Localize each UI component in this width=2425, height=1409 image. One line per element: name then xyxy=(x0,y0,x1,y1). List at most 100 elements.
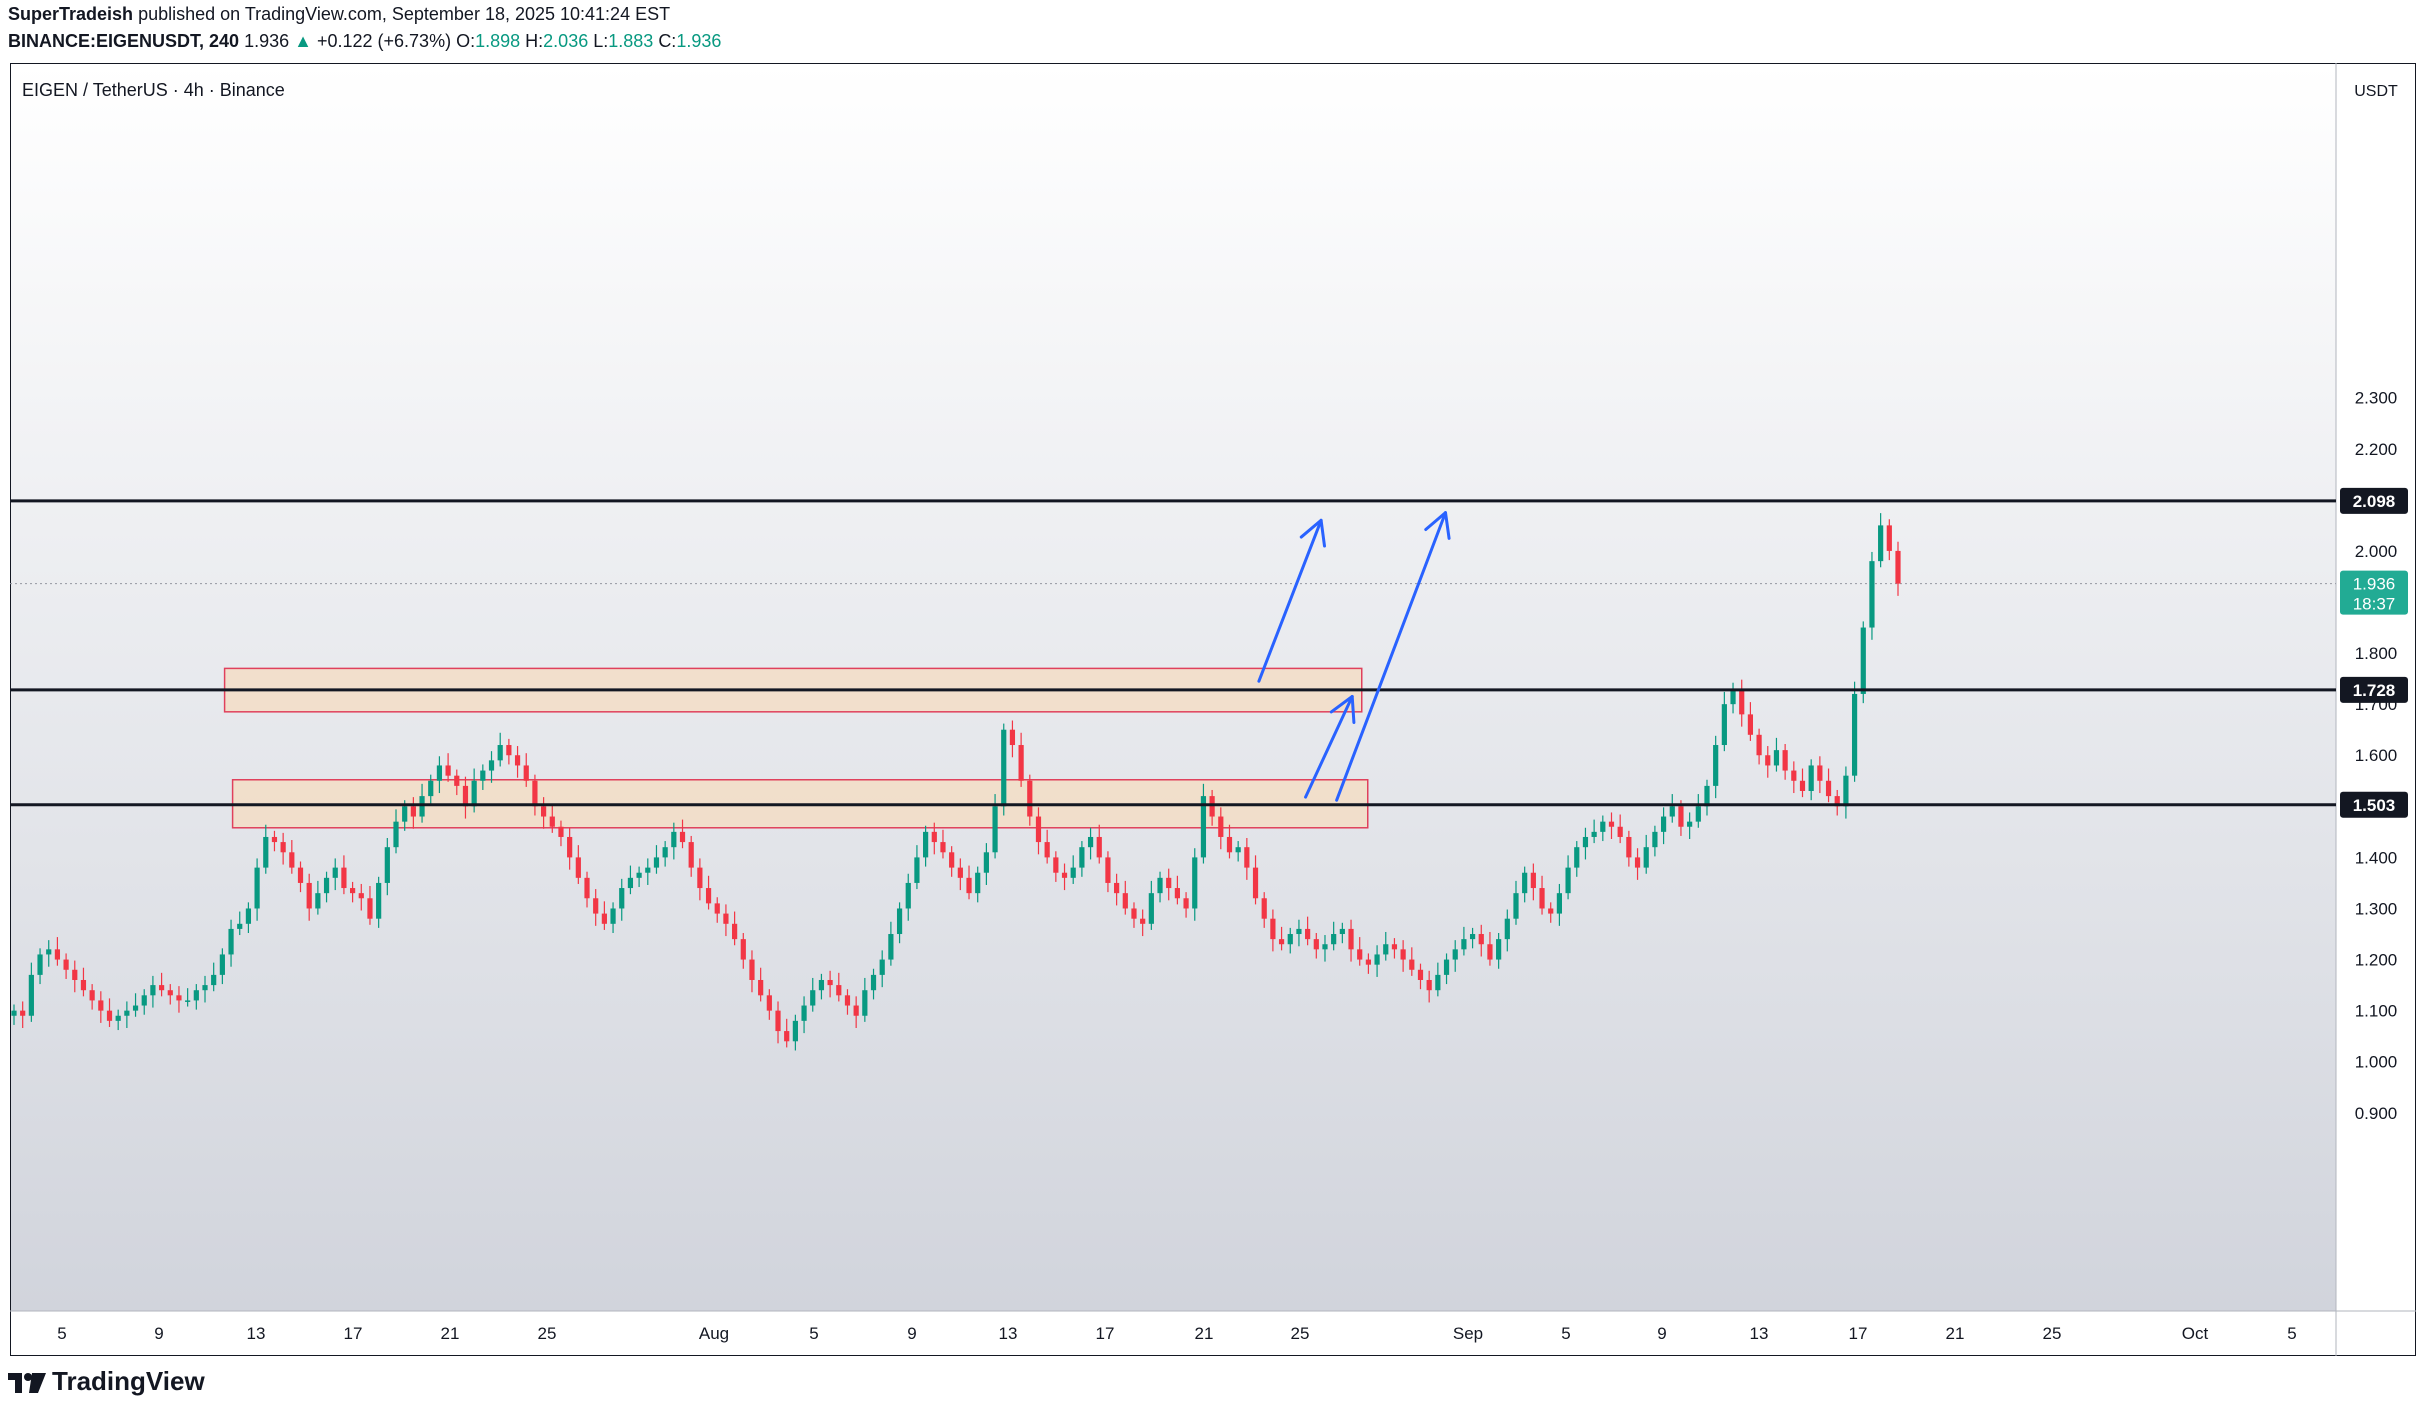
candle-body[interactable] xyxy=(1183,898,1189,909)
candle-body[interactable] xyxy=(870,974,877,991)
candle-body[interactable] xyxy=(98,1000,104,1011)
candle-body[interactable] xyxy=(575,857,581,878)
candle-body[interactable] xyxy=(462,785,469,807)
candle-body[interactable] xyxy=(558,826,564,837)
candle-body[interactable] xyxy=(593,898,599,914)
currency-label[interactable]: USDT xyxy=(2354,83,2398,100)
candle-body[interactable] xyxy=(1322,944,1328,950)
candle-body[interactable] xyxy=(1825,780,1832,797)
candle-body[interactable] xyxy=(923,831,929,858)
candle-body[interactable] xyxy=(714,903,720,914)
candle-body[interactable] xyxy=(54,949,61,960)
candle-body[interactable] xyxy=(1591,831,1597,837)
candle-body[interactable] xyxy=(653,857,660,868)
candle-body[interactable] xyxy=(228,928,234,955)
candle-body[interactable] xyxy=(1331,934,1337,945)
candle-body[interactable] xyxy=(1278,939,1285,945)
candle-body[interactable] xyxy=(488,760,495,771)
trend-arrow-1[interactable] xyxy=(1257,518,1323,683)
candle-body[interactable] xyxy=(20,1010,26,1016)
candle-body[interactable] xyxy=(280,842,286,853)
candle-body[interactable] xyxy=(1122,893,1128,909)
candle-body[interactable] xyxy=(202,985,208,991)
candle-body[interactable] xyxy=(1374,954,1380,965)
candle-body[interactable] xyxy=(541,806,547,817)
candle-body[interactable] xyxy=(46,949,52,955)
candle-body[interactable] xyxy=(1539,888,1545,909)
candle-body[interactable] xyxy=(801,1005,807,1021)
candle-body[interactable] xyxy=(1643,847,1649,868)
candle-body[interactable] xyxy=(1157,877,1163,894)
candle-body[interactable] xyxy=(740,939,746,960)
candle-body[interactable] xyxy=(1513,893,1519,919)
candle-body[interactable] xyxy=(263,836,269,868)
candle-body[interactable] xyxy=(931,831,937,843)
candle-body[interactable] xyxy=(1305,928,1311,940)
candle-body[interactable] xyxy=(1782,750,1788,771)
candle-body[interactable] xyxy=(1435,974,1441,991)
candle-body[interactable] xyxy=(567,836,573,858)
candle-body[interactable] xyxy=(1235,847,1241,853)
candle-body[interactable] xyxy=(445,765,451,776)
candle-body[interactable] xyxy=(1452,949,1458,960)
candle-body[interactable] xyxy=(315,893,321,909)
candle-body[interactable] xyxy=(1391,944,1398,950)
candle-body[interactable] xyxy=(1478,934,1484,945)
candle-body[interactable] xyxy=(1001,729,1007,807)
candle-body[interactable] xyxy=(1634,857,1641,868)
candle-body[interactable] xyxy=(1565,867,1571,894)
candle-body[interactable] xyxy=(914,857,920,883)
candle-body[interactable] xyxy=(28,974,34,1016)
candle-body[interactable] xyxy=(185,1000,191,1002)
candle-body[interactable] xyxy=(72,969,78,980)
candle-body[interactable] xyxy=(1270,918,1276,940)
candle-body[interactable] xyxy=(1426,979,1432,991)
candle-body[interactable] xyxy=(341,867,347,889)
candle-body[interactable] xyxy=(254,867,260,909)
candle-body[interactable] xyxy=(775,1010,781,1032)
candle-body[interactable] xyxy=(1496,939,1502,960)
candle-body[interactable] xyxy=(497,745,503,761)
candle-body[interactable] xyxy=(1148,893,1154,924)
candle-body[interactable] xyxy=(610,908,616,924)
candle-body[interactable] xyxy=(1070,867,1076,878)
candle-body[interactable] xyxy=(1365,959,1371,965)
candle-body[interactable] xyxy=(949,852,955,868)
candle-body[interactable] xyxy=(332,867,338,878)
candle-body[interactable] xyxy=(480,770,486,781)
candle-body[interactable] xyxy=(219,954,225,975)
candle-body[interactable] xyxy=(957,867,963,878)
candle-body[interactable] xyxy=(1044,842,1050,858)
candle-body[interactable] xyxy=(1487,944,1493,960)
candle-body[interactable] xyxy=(132,1005,139,1011)
candle-body[interactable] xyxy=(193,990,199,1001)
candle-body[interactable] xyxy=(1851,693,1858,776)
candle-body[interactable] xyxy=(454,775,460,786)
candle-body[interactable] xyxy=(1886,525,1892,551)
candle-body[interactable] xyxy=(627,877,634,889)
candle-body[interactable] xyxy=(89,990,95,1001)
candle-body[interactable] xyxy=(1617,826,1623,837)
candle-body[interactable] xyxy=(705,888,712,904)
candle-body[interactable] xyxy=(662,847,668,858)
candle-body[interactable] xyxy=(679,831,686,843)
candle-body[interactable] xyxy=(983,852,989,873)
candle-body[interactable] xyxy=(688,842,694,868)
candle-body[interactable] xyxy=(732,923,738,940)
candle-body[interactable] xyxy=(1626,836,1632,858)
candle-body[interactable] xyxy=(11,1010,17,1016)
candle-body[interactable] xyxy=(1261,898,1267,919)
candle-body[interactable] xyxy=(966,877,972,894)
candle-body[interactable] xyxy=(1582,836,1589,848)
candle-body[interactable] xyxy=(1765,755,1771,766)
candle-body[interactable] xyxy=(1140,918,1146,924)
candle-body[interactable] xyxy=(1739,688,1745,715)
candle-body[interactable] xyxy=(1504,918,1510,940)
candle-body[interactable] xyxy=(1348,928,1354,950)
candle-body[interactable] xyxy=(80,979,87,991)
candle-body[interactable] xyxy=(853,1005,859,1016)
candle-body[interactable] xyxy=(323,877,330,894)
candle-body[interactable] xyxy=(1808,765,1814,791)
candle-body[interactable] xyxy=(1443,959,1450,975)
candlestick-chart[interactable]: EIGEN / TetherUS · 4h · Binance USDT 2.3… xyxy=(10,63,2416,1356)
